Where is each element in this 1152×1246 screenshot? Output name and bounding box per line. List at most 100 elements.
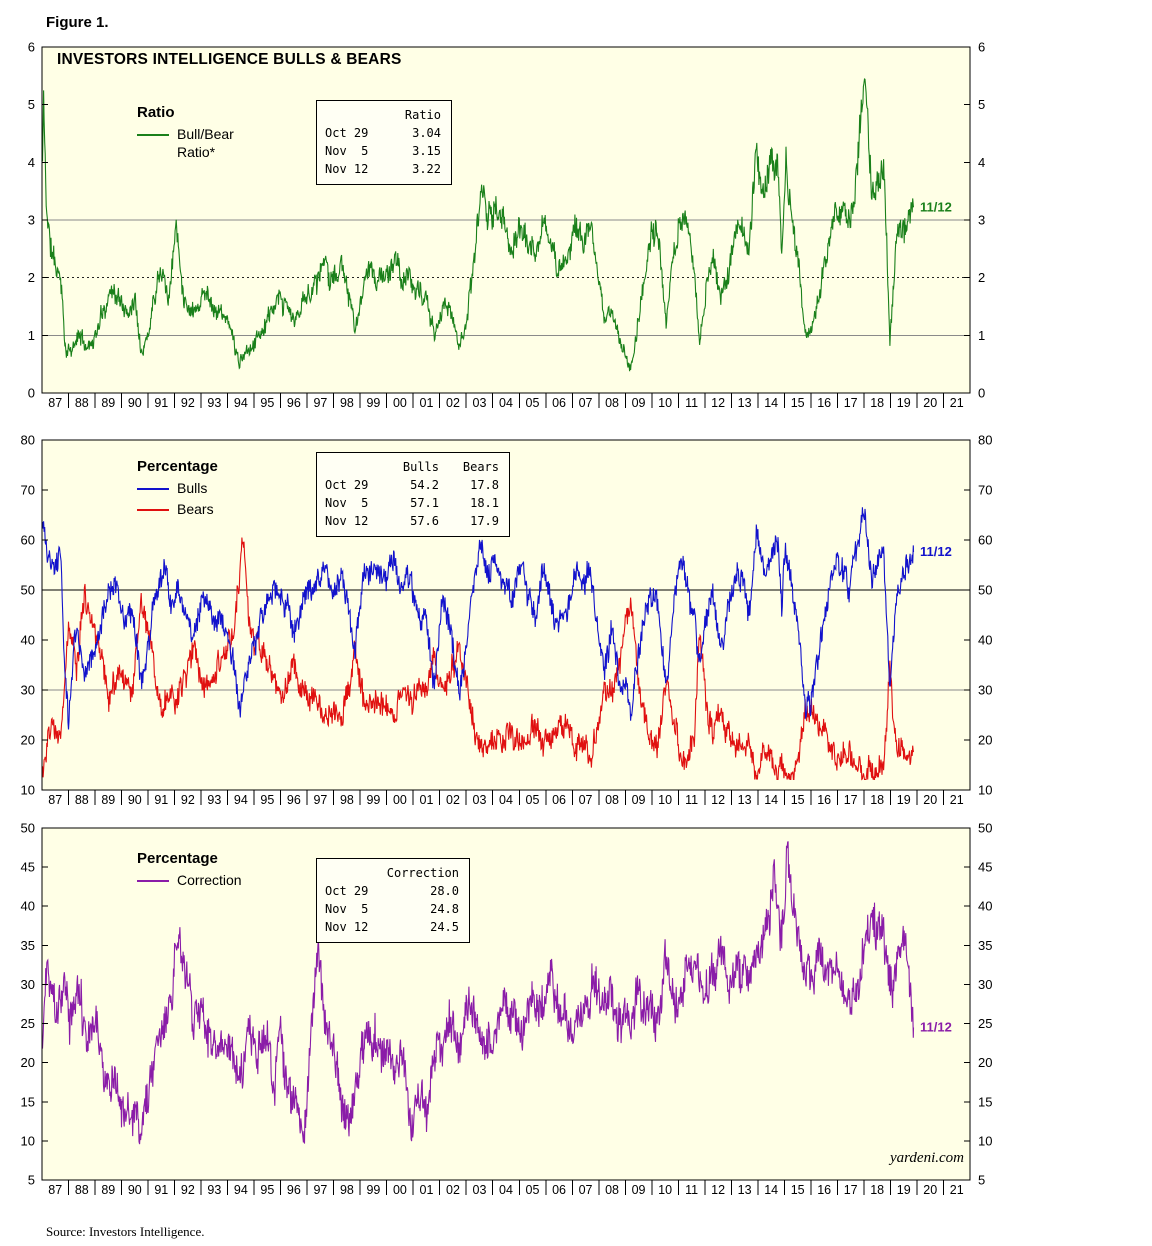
bull-bear-ratio-line bbox=[42, 78, 915, 372]
databox-header-row: Correction bbox=[325, 864, 459, 882]
x-tick-label: 21 bbox=[950, 793, 964, 807]
databox-spacer bbox=[325, 106, 379, 124]
x-tick-label: 03 bbox=[473, 793, 487, 807]
x-tick-label: 92 bbox=[181, 1183, 195, 1197]
y-tick-label-left: 45 bbox=[21, 860, 35, 875]
databox-value: 3.04 bbox=[412, 126, 441, 140]
x-tick-label: 97 bbox=[313, 396, 327, 410]
series-group bbox=[42, 841, 915, 1145]
y-tick-label-right: 35 bbox=[978, 938, 992, 953]
y-tick-label-right: 45 bbox=[978, 860, 992, 875]
x-tick-label: 91 bbox=[154, 1183, 168, 1197]
x-tick-label: 99 bbox=[366, 1183, 380, 1197]
plot-frame bbox=[41, 439, 971, 791]
x-tick-label: 89 bbox=[101, 396, 115, 410]
y-tick-label-left: 0 bbox=[28, 386, 35, 401]
y-tick-label-right: 40 bbox=[978, 633, 992, 648]
bears-legend-item: Bears bbox=[137, 501, 218, 519]
x-tick-label: 12 bbox=[711, 793, 725, 807]
databox-value: 17.9 bbox=[470, 514, 499, 528]
latest-date-annotation: 11/12 bbox=[920, 199, 952, 214]
x-tick-label: 92 bbox=[181, 793, 195, 807]
x-tick-label: 02 bbox=[446, 1183, 460, 1197]
databox-value: 3.15 bbox=[412, 144, 441, 158]
x-tick-label: 93 bbox=[207, 793, 221, 807]
y-tick-label-left: 3 bbox=[28, 213, 35, 228]
x-tick-label: 99 bbox=[366, 396, 380, 410]
bears-legend-label: Bears bbox=[177, 500, 214, 517]
databox-value: 57.6 bbox=[410, 514, 439, 528]
watermark: yardeni.com bbox=[889, 1150, 964, 1166]
y-tick-label-left: 20 bbox=[21, 733, 35, 748]
bears-line-swatch bbox=[137, 508, 169, 511]
databox-header-row: Ratio bbox=[325, 106, 441, 124]
x-tick-label: 00 bbox=[393, 793, 407, 807]
databox-label: Nov 5 bbox=[325, 496, 369, 510]
bulls-line-swatch bbox=[137, 488, 169, 490]
databox-row: Nov 5 3.15 bbox=[325, 142, 441, 160]
x-tick-label: 01 bbox=[420, 793, 434, 807]
ratio-line-swatch bbox=[137, 134, 169, 136]
y-tick-label-left: 60 bbox=[21, 533, 35, 548]
x-tick-label: 12 bbox=[711, 396, 725, 410]
x-tick-label: 92 bbox=[181, 396, 195, 410]
x-tick-label: 00 bbox=[393, 396, 407, 410]
x-tick-label: 95 bbox=[260, 1183, 274, 1197]
databox-value: 18.1 bbox=[470, 496, 499, 510]
y-tick-label-left: 30 bbox=[21, 977, 35, 992]
y-tick-label-left: 50 bbox=[21, 821, 35, 836]
y-tick-label-left: 50 bbox=[21, 583, 35, 598]
x-tick-label: 90 bbox=[128, 1183, 142, 1197]
percentage-legend-title: Percentage bbox=[137, 458, 218, 475]
y-tick-label-left: 20 bbox=[21, 1055, 35, 1070]
x-tick-label: 87 bbox=[48, 1183, 62, 1197]
x-tick-label: 96 bbox=[287, 396, 301, 410]
y-tick-label-right: 10 bbox=[978, 1133, 992, 1148]
x-tick-label: 95 bbox=[260, 793, 274, 807]
databox-label: Nov 12 bbox=[325, 162, 369, 176]
x-tick-label: 94 bbox=[234, 1183, 248, 1197]
y-tick-label-left: 80 bbox=[21, 433, 35, 448]
x-tick-label: 07 bbox=[579, 1183, 593, 1197]
x-tick-label: 19 bbox=[897, 396, 911, 410]
x-tick-label: 97 bbox=[313, 793, 327, 807]
correction-panel-plot: 5 5 10 10 15 15 20 20 25 25 30 30 35 35 40 40 45 45 50 50 87… bbox=[21, 821, 993, 1198]
correction-line-swatch bbox=[137, 880, 169, 882]
databox-row: Nov 12 3.22 bbox=[325, 160, 441, 178]
ratio-databox: Ratio Oct 29 3.04 Nov 5 3.15 Nov 12 3.22 bbox=[316, 100, 452, 185]
x-tick-label: 19 bbox=[897, 793, 911, 807]
y-tick-label-right: 25 bbox=[978, 1016, 992, 1031]
y-tick-label-right: 30 bbox=[978, 683, 992, 698]
latest-date-annotation: 11/12 bbox=[920, 544, 952, 559]
databox-row: Nov 5 57.1 18.1 bbox=[325, 494, 499, 512]
databox-label: Oct 29 bbox=[325, 884, 369, 898]
x-tick-label: 11 bbox=[685, 1183, 698, 1197]
x-tick-label: 21 bbox=[950, 1183, 964, 1197]
x-tick-label: 96 bbox=[287, 1183, 301, 1197]
x-tick-label: 13 bbox=[738, 1183, 752, 1197]
y-tick-label-left: 5 bbox=[28, 97, 35, 112]
x-tick-label: 10 bbox=[658, 1183, 672, 1197]
x-tick-label: 13 bbox=[738, 396, 752, 410]
x-tick-label: 16 bbox=[817, 793, 831, 807]
x-tick-label: 14 bbox=[764, 793, 778, 807]
x-tick-label: 00 bbox=[393, 1183, 407, 1197]
y-tick-label-right: 5 bbox=[978, 1173, 985, 1188]
y-tick-label-right: 1 bbox=[978, 328, 985, 343]
x-tick-label: 04 bbox=[499, 396, 513, 410]
x-tick-label: 98 bbox=[340, 1183, 354, 1197]
databox-header: Correction bbox=[386, 866, 459, 880]
y-tick-label-right: 4 bbox=[978, 155, 985, 170]
x-tick-label: 21 bbox=[950, 396, 964, 410]
databox-row: Nov 5 24.8 bbox=[325, 900, 459, 918]
x-tick-label: 04 bbox=[499, 1183, 513, 1197]
correction-line bbox=[42, 841, 915, 1145]
x-tick-label: 93 bbox=[207, 396, 221, 410]
y-tick-label-left: 40 bbox=[21, 633, 35, 648]
x-tick-label: 01 bbox=[420, 396, 434, 410]
y-tick-label-left: 25 bbox=[21, 1016, 35, 1031]
x-tick-label: 07 bbox=[579, 396, 593, 410]
x-tick-label: 02 bbox=[446, 793, 460, 807]
x-tick-label: 20 bbox=[923, 1183, 937, 1197]
x-tick-label: 88 bbox=[75, 1183, 89, 1197]
